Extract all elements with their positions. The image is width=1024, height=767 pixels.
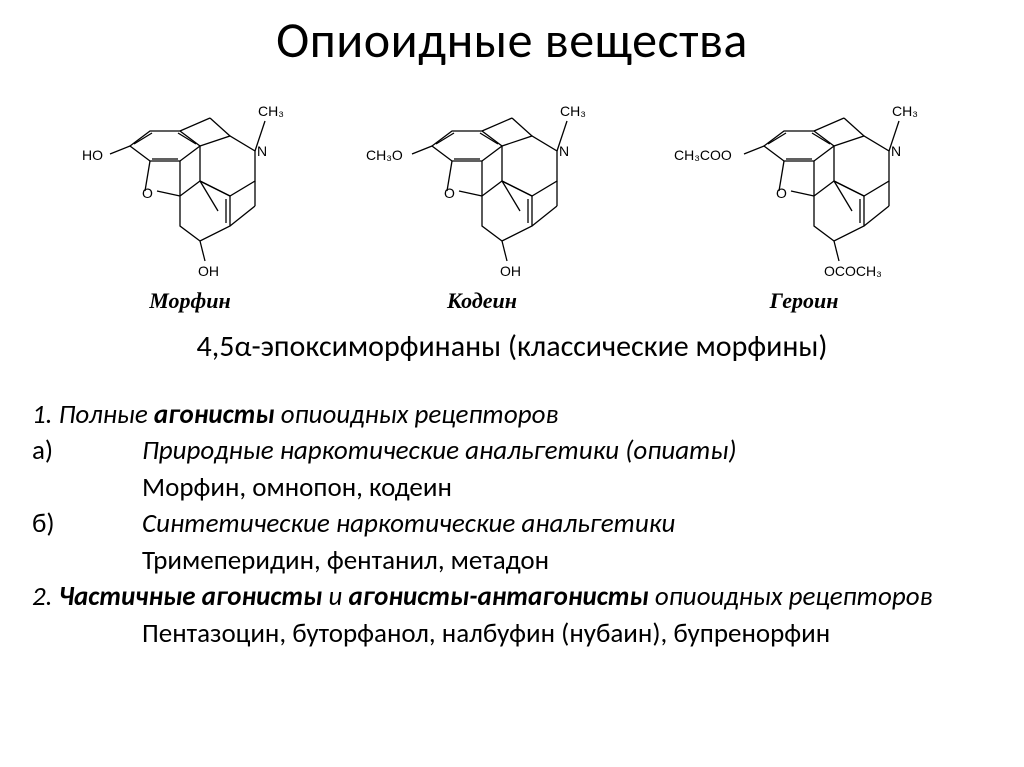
classification-block: 1. Полные агонисты опиоидных рецепторов … (32, 397, 994, 652)
heroin-name: Героин (770, 288, 839, 314)
ch3coo-label: CH₃COO (674, 147, 732, 163)
class-item-1: 1. Полные агонисты опиоидных рецепторов (32, 397, 994, 433)
n-label: N (559, 143, 569, 159)
codeine-structure: CH₃ N CH₃O O OH (342, 76, 622, 286)
o-label: O (444, 185, 455, 201)
drugs-1a: Морфин, омнопон, кодеин (142, 470, 994, 506)
o-label: O (142, 185, 153, 201)
ch3-label: CH₃ (560, 103, 586, 119)
ch3o-label: CH₃O (366, 147, 403, 163)
heroin-structure: CH₃ N CH₃COO O OCOCH₃ (644, 76, 964, 286)
page-title: Опиоидные вещества (30, 10, 994, 71)
oh-label: OH (500, 263, 521, 279)
class-1-text: 1. Полные агонисты опиоидных рецепторов (32, 397, 558, 433)
ch3-label: CH₃ (892, 103, 918, 119)
text-1b: Синтетические наркотические анальгетики (142, 506, 994, 542)
slide: Опиоидные вещества (0, 0, 1024, 767)
class-item-1b: б) Синтетические наркотические анальгети… (32, 506, 994, 542)
label-a: а) (32, 433, 142, 469)
drugs-1b: Тримеперидин, фентанил, метадон (142, 543, 994, 579)
oh-label: OH (198, 263, 219, 279)
molecule-heroin: CH₃ N CH₃COO O OCOCH₃ Героин (644, 76, 964, 314)
structures-row: CH₃ N HO O OH Морфин (60, 76, 964, 314)
label-b: б) (32, 506, 142, 542)
class-item-1a: а) Природные наркотические анальгетики (… (32, 433, 994, 469)
ococh3-label: OCOCH₃ (824, 263, 882, 279)
drugs-2: Пентазоцин, буторфанол, налбуфин (нубаин… (142, 616, 994, 652)
morphine-structure: CH₃ N HO O OH (60, 76, 320, 286)
subtitle: 4,5α-эпоксиморфинаны (классические морфи… (30, 328, 994, 365)
n-label: N (257, 143, 267, 159)
molecule-codeine: CH₃ N CH₃O O OH Кодеин (342, 76, 622, 314)
morphine-name: Морфин (149, 288, 230, 314)
ho-label: HO (82, 147, 103, 163)
ch3-label: CH₃ (258, 103, 284, 119)
o-label: O (776, 185, 787, 201)
codeine-name: Кодеин (447, 288, 517, 314)
text-1a: Природные наркотические анальгетики (опи… (142, 433, 994, 469)
class-item-2: 2. Частичные агонисты и агонисты-антагон… (32, 579, 994, 615)
molecule-morphine: CH₃ N HO O OH Морфин (60, 76, 320, 314)
n-label: N (891, 143, 901, 159)
